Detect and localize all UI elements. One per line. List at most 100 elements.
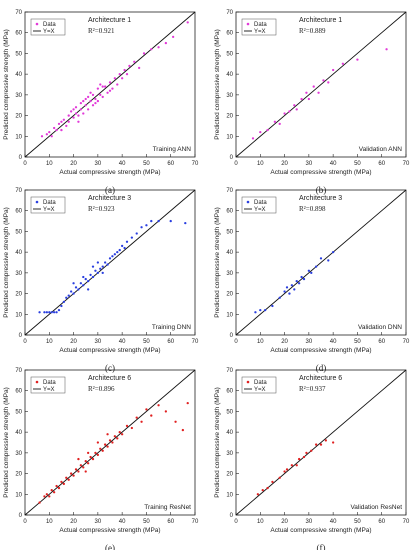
data-point: [150, 48, 153, 51]
chart-panel-2: 0 10 20 30 40 50 60 70 0 10 20 30 40 50 60 70 Actual com…: [214, 10, 410, 195]
data-point: [84, 459, 87, 463]
y-tick-label: 20: [15, 472, 22, 478]
data-point: [84, 104, 87, 107]
y-tick-label: 40: [15, 250, 22, 256]
data-point: [86, 108, 90, 111]
dataset-label: Training DNN: [152, 324, 191, 331]
data-point: [48, 311, 51, 314]
y-tick-label: 20: [15, 292, 22, 298]
data-point: [263, 308, 267, 312]
data-point: [116, 250, 119, 254]
data-point: [341, 62, 345, 65]
data-point: [48, 495, 51, 498]
y-tick-label: 30: [15, 271, 22, 277]
architecture-label: Architecture 3: [88, 195, 131, 202]
data-point: [293, 104, 296, 107]
data-point: [295, 464, 298, 467]
data-point: [356, 58, 359, 61]
x-tick-label: 0: [23, 339, 27, 345]
data-point: [74, 286, 78, 289]
data-point: [116, 437, 119, 440]
data-point: [99, 83, 102, 86]
data-point: [72, 474, 75, 477]
data-point: [135, 416, 138, 419]
x-tick-label: 10: [46, 161, 53, 167]
data-point: [137, 66, 141, 70]
data-point: [130, 426, 134, 430]
data-point: [89, 99, 92, 103]
data-point: [77, 114, 80, 117]
y-tick-label: 60: [15, 209, 22, 215]
data-point: [84, 277, 87, 281]
data-point: [96, 99, 100, 103]
y-tick-label: 30: [226, 271, 233, 277]
data-point: [305, 451, 308, 455]
panel-caption: (d): [316, 363, 327, 373]
y-axis-label: Predicted compressive strength (MPa): [3, 29, 10, 140]
data-point: [302, 455, 306, 459]
legend-label-data: Data: [43, 380, 56, 386]
data-points: [251, 48, 388, 140]
architecture-label: Architecture 6: [299, 375, 342, 382]
x-tick-label: 0: [234, 339, 238, 345]
y-tick-label: 30: [226, 451, 233, 457]
y-tick-label: 70: [15, 368, 22, 374]
data-point: [50, 135, 53, 138]
data-point: [79, 101, 83, 105]
data-point: [271, 480, 274, 484]
data-point: [50, 311, 53, 314]
data-point: [91, 93, 95, 97]
data-point: [111, 87, 114, 90]
data-point: [57, 122, 61, 126]
y-tick-label: 70: [226, 10, 233, 16]
x-tick-label: 60: [167, 161, 174, 167]
data-point: [72, 292, 75, 295]
data-point: [103, 261, 107, 264]
data-point: [94, 451, 97, 455]
data-point: [285, 286, 289, 289]
chart-panel-1: 0 10 20 30 40 50 60 70 0 10 20 30 40 50 60 70 Actual com…: [3, 10, 199, 195]
data-point: [67, 294, 70, 297]
data-point: [130, 236, 134, 239]
y-axis-label: Predicted compressive strength (MPa): [3, 387, 10, 498]
identity-line: [24, 189, 196, 336]
data-point: [283, 290, 286, 293]
legend-marker: [246, 200, 250, 204]
data-point: [254, 311, 257, 314]
data-point: [111, 255, 114, 258]
x-tick-label: 10: [46, 339, 53, 345]
data-point: [65, 476, 68, 479]
data-point: [82, 284, 85, 287]
data-point: [186, 21, 189, 24]
data-point: [79, 108, 83, 111]
x-tick-label: 10: [257, 519, 264, 525]
data-point: [52, 311, 56, 314]
plot-frame: [235, 11, 407, 158]
data-point: [140, 420, 143, 423]
data-point: [157, 219, 160, 223]
data-point: [317, 91, 320, 94]
data-point: [259, 308, 262, 312]
data-point: [89, 455, 92, 459]
data-point: [142, 52, 146, 55]
data-point: [108, 89, 112, 92]
y-tick-label: 0: [230, 155, 234, 161]
x-tick-label: 40: [119, 339, 126, 345]
r-squared-label: R²=0.923: [88, 205, 115, 213]
data-points: [256, 439, 335, 496]
x-axis-label: Actual compressive strength (MPa): [59, 527, 160, 534]
identity-line: [24, 11, 196, 158]
data-point: [65, 124, 68, 128]
r-squared-label: R²=0.896: [88, 385, 115, 393]
x-tick-label: 30: [306, 339, 313, 345]
x-tick-label: 20: [70, 161, 77, 167]
identity-line: [235, 369, 407, 516]
x-tick-label: 70: [403, 519, 410, 525]
legend-label-data: Data: [254, 380, 267, 386]
data-point: [319, 257, 323, 260]
y-tick-label: 70: [226, 188, 233, 194]
architecture-label: Architecture 1: [299, 17, 342, 24]
panel-caption: (e): [105, 543, 115, 550]
data-point: [285, 468, 289, 471]
